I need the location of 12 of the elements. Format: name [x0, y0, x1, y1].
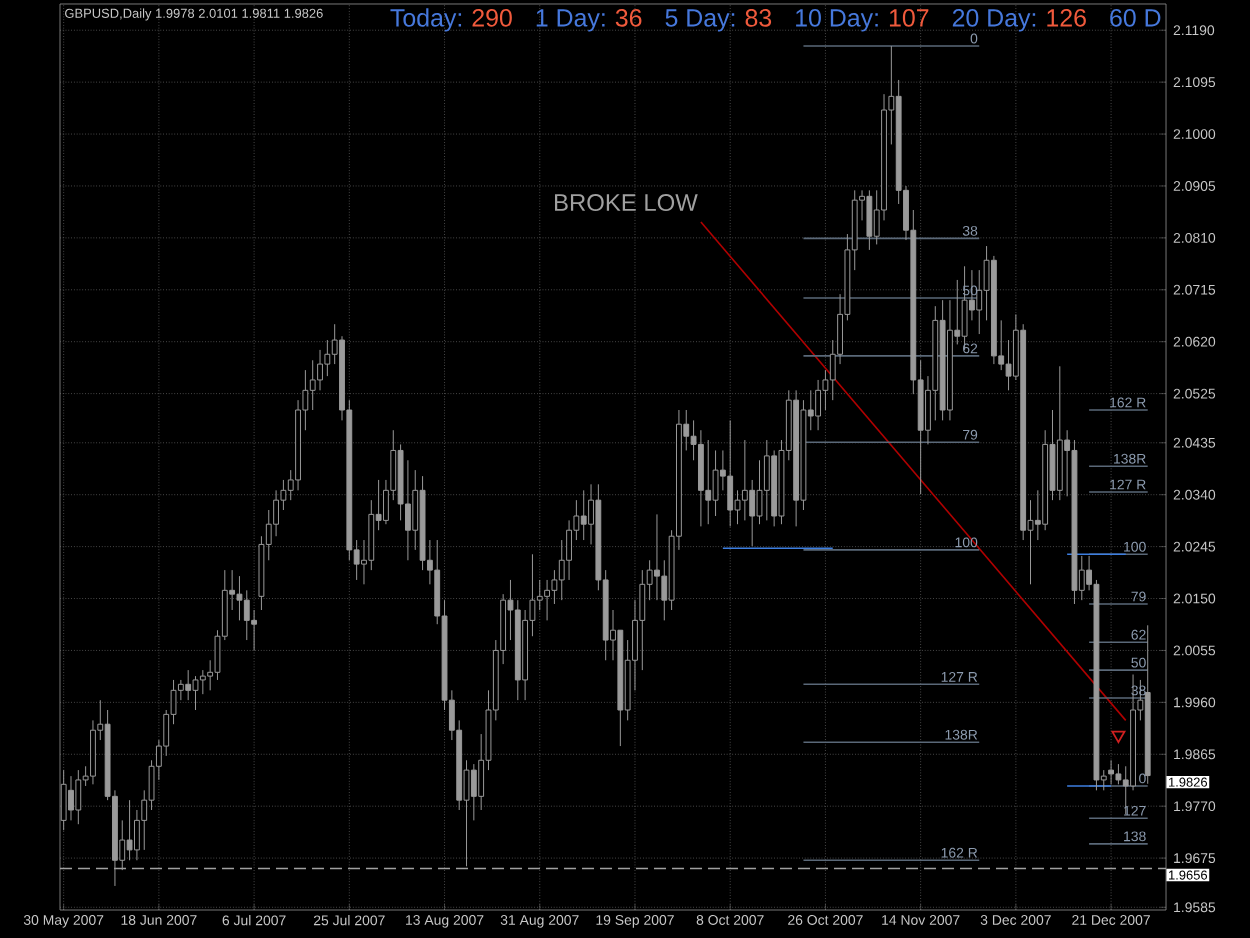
annotation: Today: — [390, 8, 462, 32]
annotation: 107 — [889, 9, 929, 27]
annotation: 83 — [745, 9, 772, 27]
annotation: 36 — [615, 9, 642, 27]
annotation: 60 D — [1110, 9, 1161, 27]
annotation: 1 Day: — [536, 9, 605, 32]
annotation: 5 Day: — [665, 9, 735, 32]
annotation: 290 — [472, 9, 512, 27]
annotation: 10 Day: — [796, 9, 878, 32]
annotation: BROKE LOW — [555, 194, 698, 211]
annotation: 126 — [1047, 9, 1086, 27]
annotation: 20 Day: — [952, 9, 1036, 32]
